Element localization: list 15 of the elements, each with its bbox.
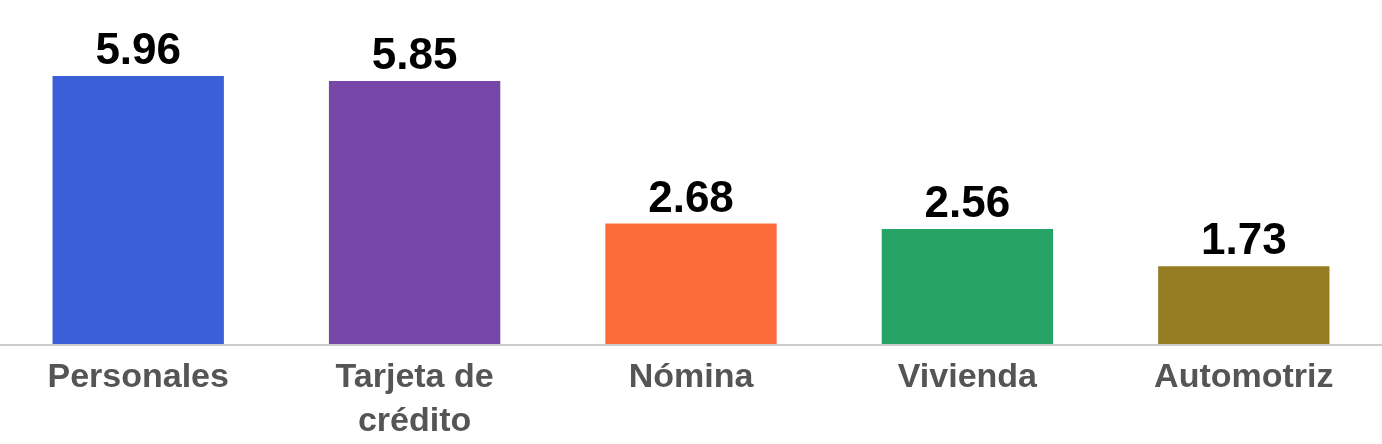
x-tick-label: Automotriz bbox=[1154, 355, 1334, 394]
bar bbox=[605, 223, 777, 344]
data-label: 5.96 bbox=[95, 24, 182, 74]
x-tick-label: Tarjeta de crédito bbox=[335, 355, 494, 438]
bar bbox=[881, 228, 1054, 344]
data-label: 5.85 bbox=[371, 29, 458, 79]
x-tick-label: Nómina bbox=[628, 355, 755, 394]
data-label: 2.68 bbox=[648, 171, 734, 221]
data-label: 2.56 bbox=[924, 176, 1011, 226]
x-tick-label: Vivienda bbox=[897, 355, 1039, 394]
x-tick-label: Personales bbox=[47, 355, 229, 394]
bar bbox=[328, 81, 501, 344]
data-label: 1.73 bbox=[1200, 214, 1287, 264]
bar bbox=[52, 76, 224, 344]
bar bbox=[1158, 266, 1330, 344]
